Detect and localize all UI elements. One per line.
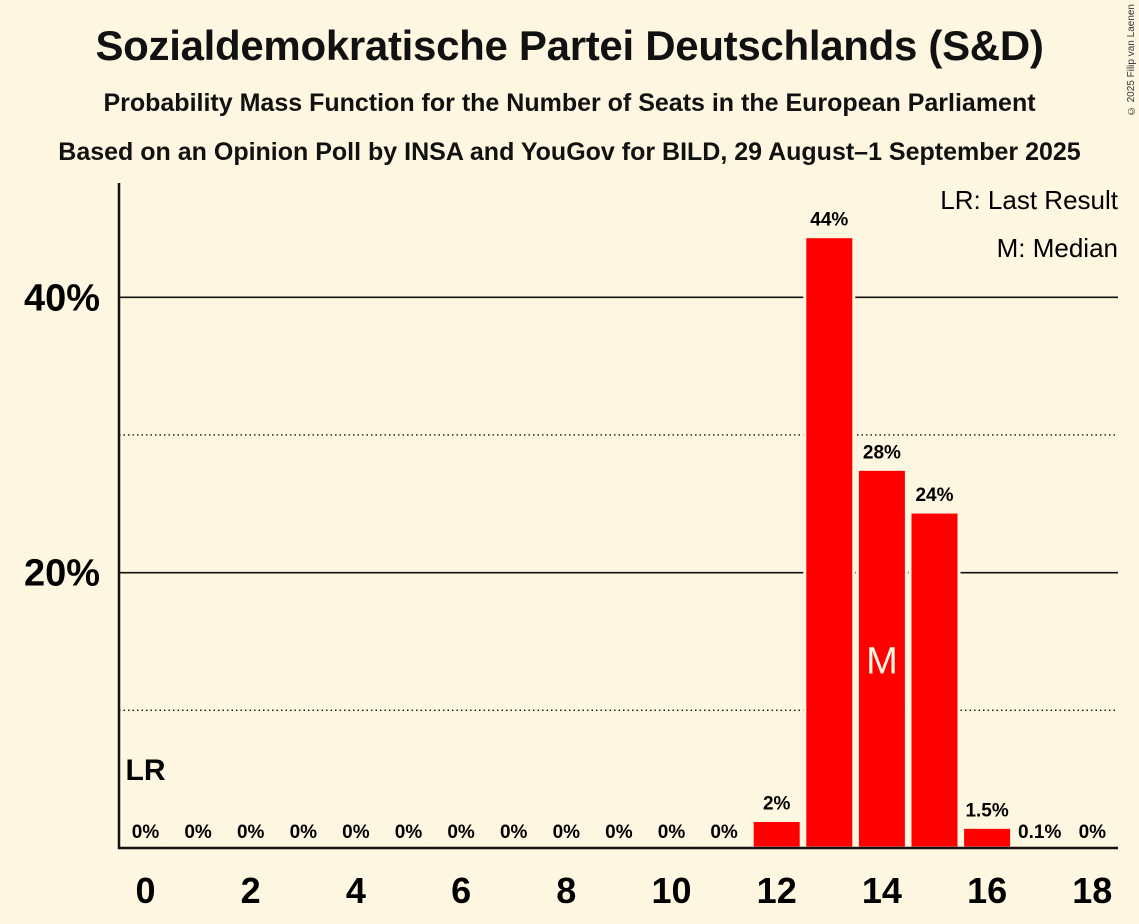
value-label-background xyxy=(1075,821,1110,844)
value-label-background xyxy=(444,821,478,844)
value-label-background xyxy=(859,441,905,465)
x-tick-label: 2 xyxy=(241,870,261,911)
value-label: 0% xyxy=(1079,822,1107,843)
grid-lines xyxy=(119,296,1118,711)
value-label: 0% xyxy=(342,822,370,843)
bars xyxy=(750,235,1066,850)
bar-seat-12 xyxy=(750,818,803,850)
x-tick-label: 12 xyxy=(757,870,797,911)
value-label-background xyxy=(912,484,957,508)
bar-seat-13 xyxy=(803,235,856,850)
value-label-background xyxy=(602,821,636,844)
value-label-background xyxy=(286,821,321,844)
value-labels: 0% 0% 0% 0% 0% 0% 0% 0% 0% 0% 0% 0% 2% 44% 28% 24% 1.5% 0… xyxy=(126,208,1110,844)
y-tick-label: 20% xyxy=(24,553,100,595)
x-tick-label: 4 xyxy=(346,870,366,911)
value-label-background xyxy=(496,821,531,844)
value-label: 0% xyxy=(290,822,318,843)
value-label: 0% xyxy=(184,822,212,843)
bar-seat-15 xyxy=(908,510,961,850)
x-tick-label: 10 xyxy=(651,870,691,911)
x-tick-label: 0 xyxy=(135,870,155,911)
chart-title: Sozialdemokratische Partei Deutschlands … xyxy=(95,22,1044,69)
last-result-marker: LR xyxy=(126,754,166,787)
value-label-background xyxy=(391,821,426,844)
value-label: 0% xyxy=(237,822,265,843)
legend-median: M: Median xyxy=(997,233,1118,263)
value-label-background xyxy=(549,821,584,844)
value-label-background xyxy=(339,821,373,844)
chart-source-line: Based on an Opinion Poll by INSA and You… xyxy=(58,138,1081,166)
x-tick-label: 14 xyxy=(862,870,902,911)
value-label: 2% xyxy=(763,793,791,814)
value-label-background xyxy=(233,821,268,844)
value-label-background xyxy=(707,821,741,844)
value-label: 28% xyxy=(863,442,901,463)
value-label-background xyxy=(807,208,852,232)
value-label: 0% xyxy=(500,822,528,843)
value-label-background xyxy=(128,821,163,844)
x-tick-label: 6 xyxy=(451,870,471,911)
value-label: 1.5% xyxy=(965,800,1008,821)
x-tick-label: 16 xyxy=(967,870,1007,911)
value-label-background xyxy=(759,792,794,816)
value-label-background xyxy=(181,821,215,844)
value-label: 0% xyxy=(447,822,475,843)
value-label: 0% xyxy=(605,822,633,843)
value-label: 0% xyxy=(132,822,160,843)
value-label: 0% xyxy=(553,822,581,843)
bar-seat-14 xyxy=(855,467,908,850)
value-label: 44% xyxy=(810,210,848,231)
x-tick-label: 8 xyxy=(556,870,576,911)
value-label: 0% xyxy=(710,822,738,843)
legend-last-result: LR: Last Result xyxy=(940,185,1119,215)
axes: 20% 40% 0 2 4 6 8 10 12 14 16 18 xyxy=(24,183,1118,911)
value-label: 0% xyxy=(658,822,686,843)
value-label-background xyxy=(654,821,689,844)
value-label-background xyxy=(962,799,1012,823)
value-label: 24% xyxy=(915,485,953,506)
x-tick-label: 18 xyxy=(1072,870,1112,911)
y-tick-label: 40% xyxy=(24,277,100,319)
chart-subtitle: Probability Mass Function for the Number… xyxy=(103,89,1036,117)
value-label: 0% xyxy=(395,822,423,843)
value-label-background xyxy=(1015,821,1065,844)
value-label: 0.1% xyxy=(1018,822,1061,843)
bar-seat-16 xyxy=(961,825,1014,850)
median-marker: M xyxy=(866,641,898,683)
